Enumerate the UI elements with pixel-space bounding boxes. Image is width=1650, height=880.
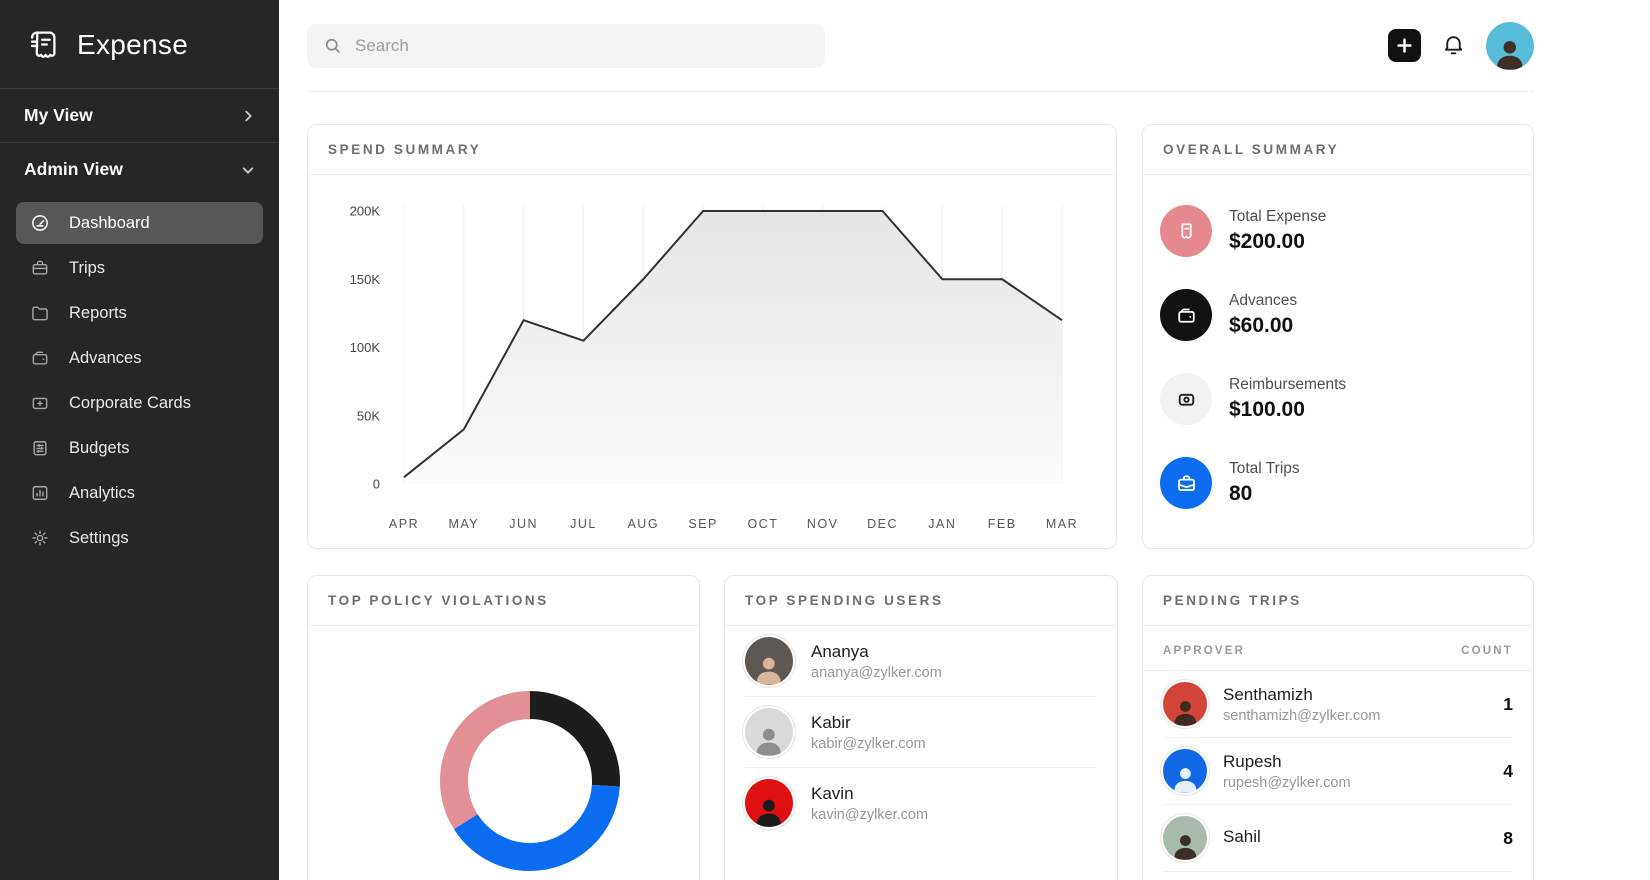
pending-count: 1 xyxy=(1503,693,1513,714)
approver-row-senthamizh[interactable]: Senthamizh senthamizh@zylker.com 1 xyxy=(1163,671,1513,738)
svg-text:DEC: DEC xyxy=(867,517,898,531)
svg-text:OCT: OCT xyxy=(747,517,778,531)
chevron-down-icon xyxy=(241,163,255,177)
main-area: SPEND SUMMARY 0 50K 100K 150K 200K APR MAY JUN J… xyxy=(279,0,1650,880)
svg-text:MAY: MAY xyxy=(448,517,479,531)
avatar xyxy=(1163,682,1207,726)
avatar xyxy=(745,708,793,756)
pending-count: 4 xyxy=(1503,760,1513,781)
corporate-cards-icon xyxy=(30,393,50,413)
plus-icon xyxy=(1396,37,1413,54)
avatar xyxy=(745,779,793,827)
user-row-kabir[interactable]: Kabir kabir@zylker.com xyxy=(745,697,1097,768)
profile-avatar[interactable] xyxy=(1486,21,1534,70)
sidebar: Expense My View Admin View Dashboard xyxy=(0,0,279,880)
search-box xyxy=(307,23,825,68)
advances-icon xyxy=(30,348,50,368)
spend-summary-title: SPEND SUMMARY xyxy=(328,142,482,157)
approver-row-sahil[interactable]: Sahil 8 xyxy=(1163,805,1513,872)
pending-count: 8 xyxy=(1503,827,1513,848)
avatar xyxy=(1163,749,1207,793)
receipt-logo-icon xyxy=(24,26,62,64)
briefcase-icon xyxy=(1160,457,1212,509)
svg-text:JAN: JAN xyxy=(928,517,956,531)
app-name: Expense xyxy=(77,29,189,60)
svg-text:NOV: NOV xyxy=(807,517,839,531)
search-icon xyxy=(323,36,343,56)
svg-text:AUG: AUG xyxy=(627,517,659,531)
sidebar-item-settings[interactable]: Settings xyxy=(16,517,263,559)
trips-icon xyxy=(30,258,50,278)
svg-text:0: 0 xyxy=(373,477,380,492)
sidebar-item-reports[interactable]: Reports xyxy=(16,292,263,334)
person-icon xyxy=(1486,22,1534,70)
spend-summary-card: SPEND SUMMARY 0 50K 100K 150K 200K APR MAY JUN J… xyxy=(307,124,1117,549)
sidebar-item-budgets[interactable]: Budgets xyxy=(16,427,263,469)
stat-total-trips: Total Trips 80 xyxy=(1160,457,1509,509)
reports-icon xyxy=(30,303,50,323)
user-row-kavin[interactable]: Kavin kavin@zylker.com xyxy=(745,768,1097,838)
sidebar-nav: Dashboard Trips Reports xyxy=(0,202,279,559)
sidebar-section-admin-view[interactable]: Admin View xyxy=(0,143,279,196)
svg-text:MAR: MAR xyxy=(1046,517,1078,531)
top-spending-users-title: TOP SPENDING USERS xyxy=(745,593,944,608)
overall-summary-card: OVERALL SUMMARY Total Expense $200. xyxy=(1142,124,1534,549)
sidebar-section-my-view[interactable]: My View xyxy=(0,89,279,142)
overall-summary-title: OVERALL SUMMARY xyxy=(1163,142,1340,157)
svg-text:200K: 200K xyxy=(350,204,381,219)
chevron-right-icon xyxy=(241,109,255,123)
bell-icon xyxy=(1441,33,1466,58)
approver-row-rupesh[interactable]: Rupesh rupesh@zylker.com 4 xyxy=(1163,738,1513,805)
receipt-icon xyxy=(1160,205,1212,257)
pending-trips-card: PENDING TRIPS APPROVER COUNT Senthamizh xyxy=(1142,575,1534,880)
spend-summary-chart: 0 50K 100K 150K 200K APR MAY JUN JUL AUG SEP OCT NOV… xyxy=(308,175,1116,543)
sidebar-item-advances[interactable]: Advances xyxy=(16,337,263,379)
svg-text:JUL: JUL xyxy=(570,517,597,531)
svg-text:FEB: FEB xyxy=(988,517,1017,531)
avatar xyxy=(745,637,793,685)
svg-text:150K: 150K xyxy=(350,272,381,287)
stat-total-expense: Total Expense $200.00 xyxy=(1160,205,1509,257)
column-approver: APPROVER xyxy=(1163,645,1246,657)
sidebar-item-analytics[interactable]: Analytics xyxy=(16,472,263,514)
policy-violations-donut-chart xyxy=(308,626,699,880)
stat-reimbursements: Reimbursements $100.00 xyxy=(1160,373,1509,425)
top-spending-users-card: TOP SPENDING USERS Ananya ananya@zylker.… xyxy=(724,575,1118,880)
wallet-icon xyxy=(1160,289,1212,341)
cash-icon xyxy=(1160,373,1212,425)
topbar xyxy=(307,0,1534,92)
stat-advances: Advances $60.00 xyxy=(1160,289,1509,341)
top-policy-violations-card: TOP POLICY VIOLATIONS xyxy=(307,575,700,880)
divider xyxy=(0,88,279,89)
avatar xyxy=(1163,816,1207,860)
budgets-icon xyxy=(30,438,50,458)
add-button[interactable] xyxy=(1388,29,1421,62)
svg-text:JUN: JUN xyxy=(509,517,538,531)
svg-text:50K: 50K xyxy=(357,408,380,423)
user-row-ananya[interactable]: Ananya ananya@zylker.com xyxy=(745,626,1097,697)
pending-trips-title: PENDING TRIPS xyxy=(1163,593,1302,608)
column-count: COUNT xyxy=(1461,645,1513,657)
analytics-icon xyxy=(30,483,50,503)
svg-text:APR: APR xyxy=(389,517,419,531)
sidebar-item-corporate-cards[interactable]: Corporate Cards xyxy=(16,382,263,424)
divider xyxy=(0,142,279,143)
sidebar-item-dashboard[interactable]: Dashboard xyxy=(16,202,263,244)
search-input[interactable] xyxy=(355,35,809,56)
dashboard-icon xyxy=(30,213,50,233)
app-logo: Expense xyxy=(0,0,279,88)
svg-text:SEP: SEP xyxy=(688,517,718,531)
notifications-button[interactable] xyxy=(1441,33,1466,58)
sidebar-item-trips[interactable]: Trips xyxy=(16,247,263,289)
top-policy-violations-title: TOP POLICY VIOLATIONS xyxy=(328,593,549,608)
svg-text:100K: 100K xyxy=(350,340,381,355)
settings-icon xyxy=(30,528,50,548)
